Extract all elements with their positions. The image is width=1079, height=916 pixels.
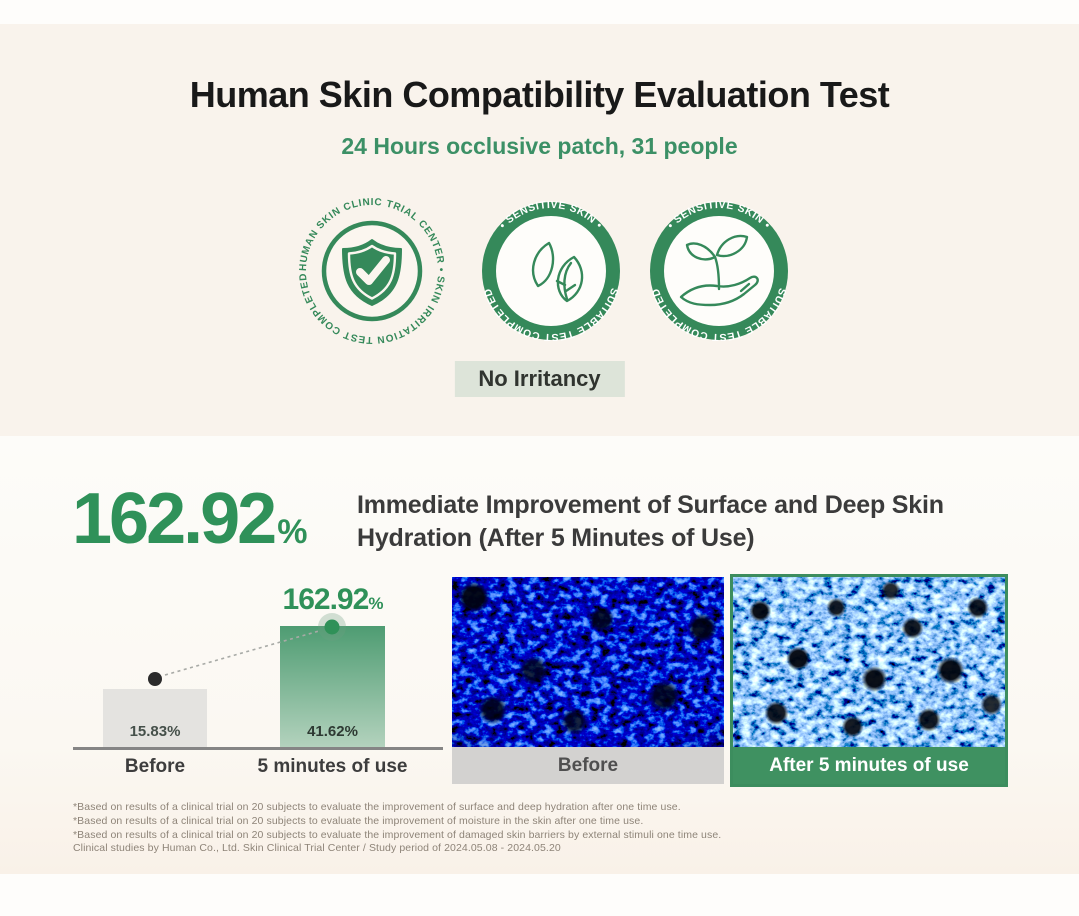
- footnote-line: *Based on results of a clinical trial on…: [73, 801, 681, 813]
- after-microscopy-image: [733, 577, 1005, 747]
- after-image-card: After 5 minutes of use: [730, 574, 1008, 787]
- bar-before: [103, 689, 207, 747]
- footnotes: *Based on results of a clinical trial on…: [73, 801, 721, 856]
- hydration-bar-chart: 162.92% 15.83% 41.62% Before 5 minutes o…: [73, 583, 443, 795]
- after-image-label: After 5 minutes of use: [733, 747, 1005, 784]
- category-label-before: Before: [124, 756, 186, 777]
- before-image-card: Before: [452, 577, 724, 784]
- result-percentage: 162.92%: [72, 483, 307, 555]
- before-image-texture-overlay: [452, 577, 724, 747]
- before-image-label: Before: [452, 747, 724, 784]
- improvement-value: 162.92: [282, 583, 370, 616]
- category-label-after: 5 minutes of use: [257, 756, 408, 777]
- no-irritancy-badge: No Irritancy: [454, 361, 625, 397]
- chart-improvement-label: 162.92%: [243, 583, 423, 617]
- page-subtitle: 24 Hours occlusive patch, 31 people: [341, 133, 738, 159]
- footnote-line: *Based on results of a clinical trial on…: [73, 828, 722, 841]
- leaf-icon: [531, 241, 583, 303]
- hand-sprout-icon: [679, 234, 759, 307]
- bar-value-before: 15.83%: [129, 723, 181, 740]
- result-value: 162.92: [72, 479, 277, 559]
- after-image-texture-overlay: [733, 577, 1005, 747]
- before-point-dot: [148, 672, 162, 686]
- page-title: Human Skin Compatibility Evaluation Test: [189, 74, 890, 115]
- certification-badges-row: HUMAN SKIN CLINIC TRIAL CENTER • SKIN IR…: [0, 186, 1079, 356]
- sensitive-skin-leaf-badge: • SENSITIVE SKIN • SUITABLE TEST COMPLET…: [481, 201, 620, 341]
- percent-sign: %: [277, 513, 308, 551]
- chart-baseline: [73, 747, 443, 750]
- shield-check-icon: [341, 239, 402, 306]
- bar-after-5-minutes: [280, 626, 385, 747]
- improvement-unit: %: [368, 594, 384, 613]
- bar-value-after: 41.62%: [307, 723, 358, 740]
- skin-irritation-badge: HUMAN SKIN CLINIC TRIAL CENTER • SKIN IR…: [291, 190, 445, 345]
- chart-connector-overlay: [148, 613, 346, 686]
- before-microscopy-image: [452, 577, 724, 747]
- footnote-line: *Based on results of a clinical trial on…: [73, 814, 644, 827]
- after-point-dot: [324, 619, 340, 635]
- result-heading: Immediate Improvement of Surface and Dee…: [357, 491, 944, 552]
- footnote-line: Clinical studies by Human Co., Ltd. Skin…: [73, 842, 561, 855]
- sensitive-skin-sprout-badge: • SENSITIVE SKIN • SUITABLE TEST COMPLET…: [649, 201, 788, 341]
